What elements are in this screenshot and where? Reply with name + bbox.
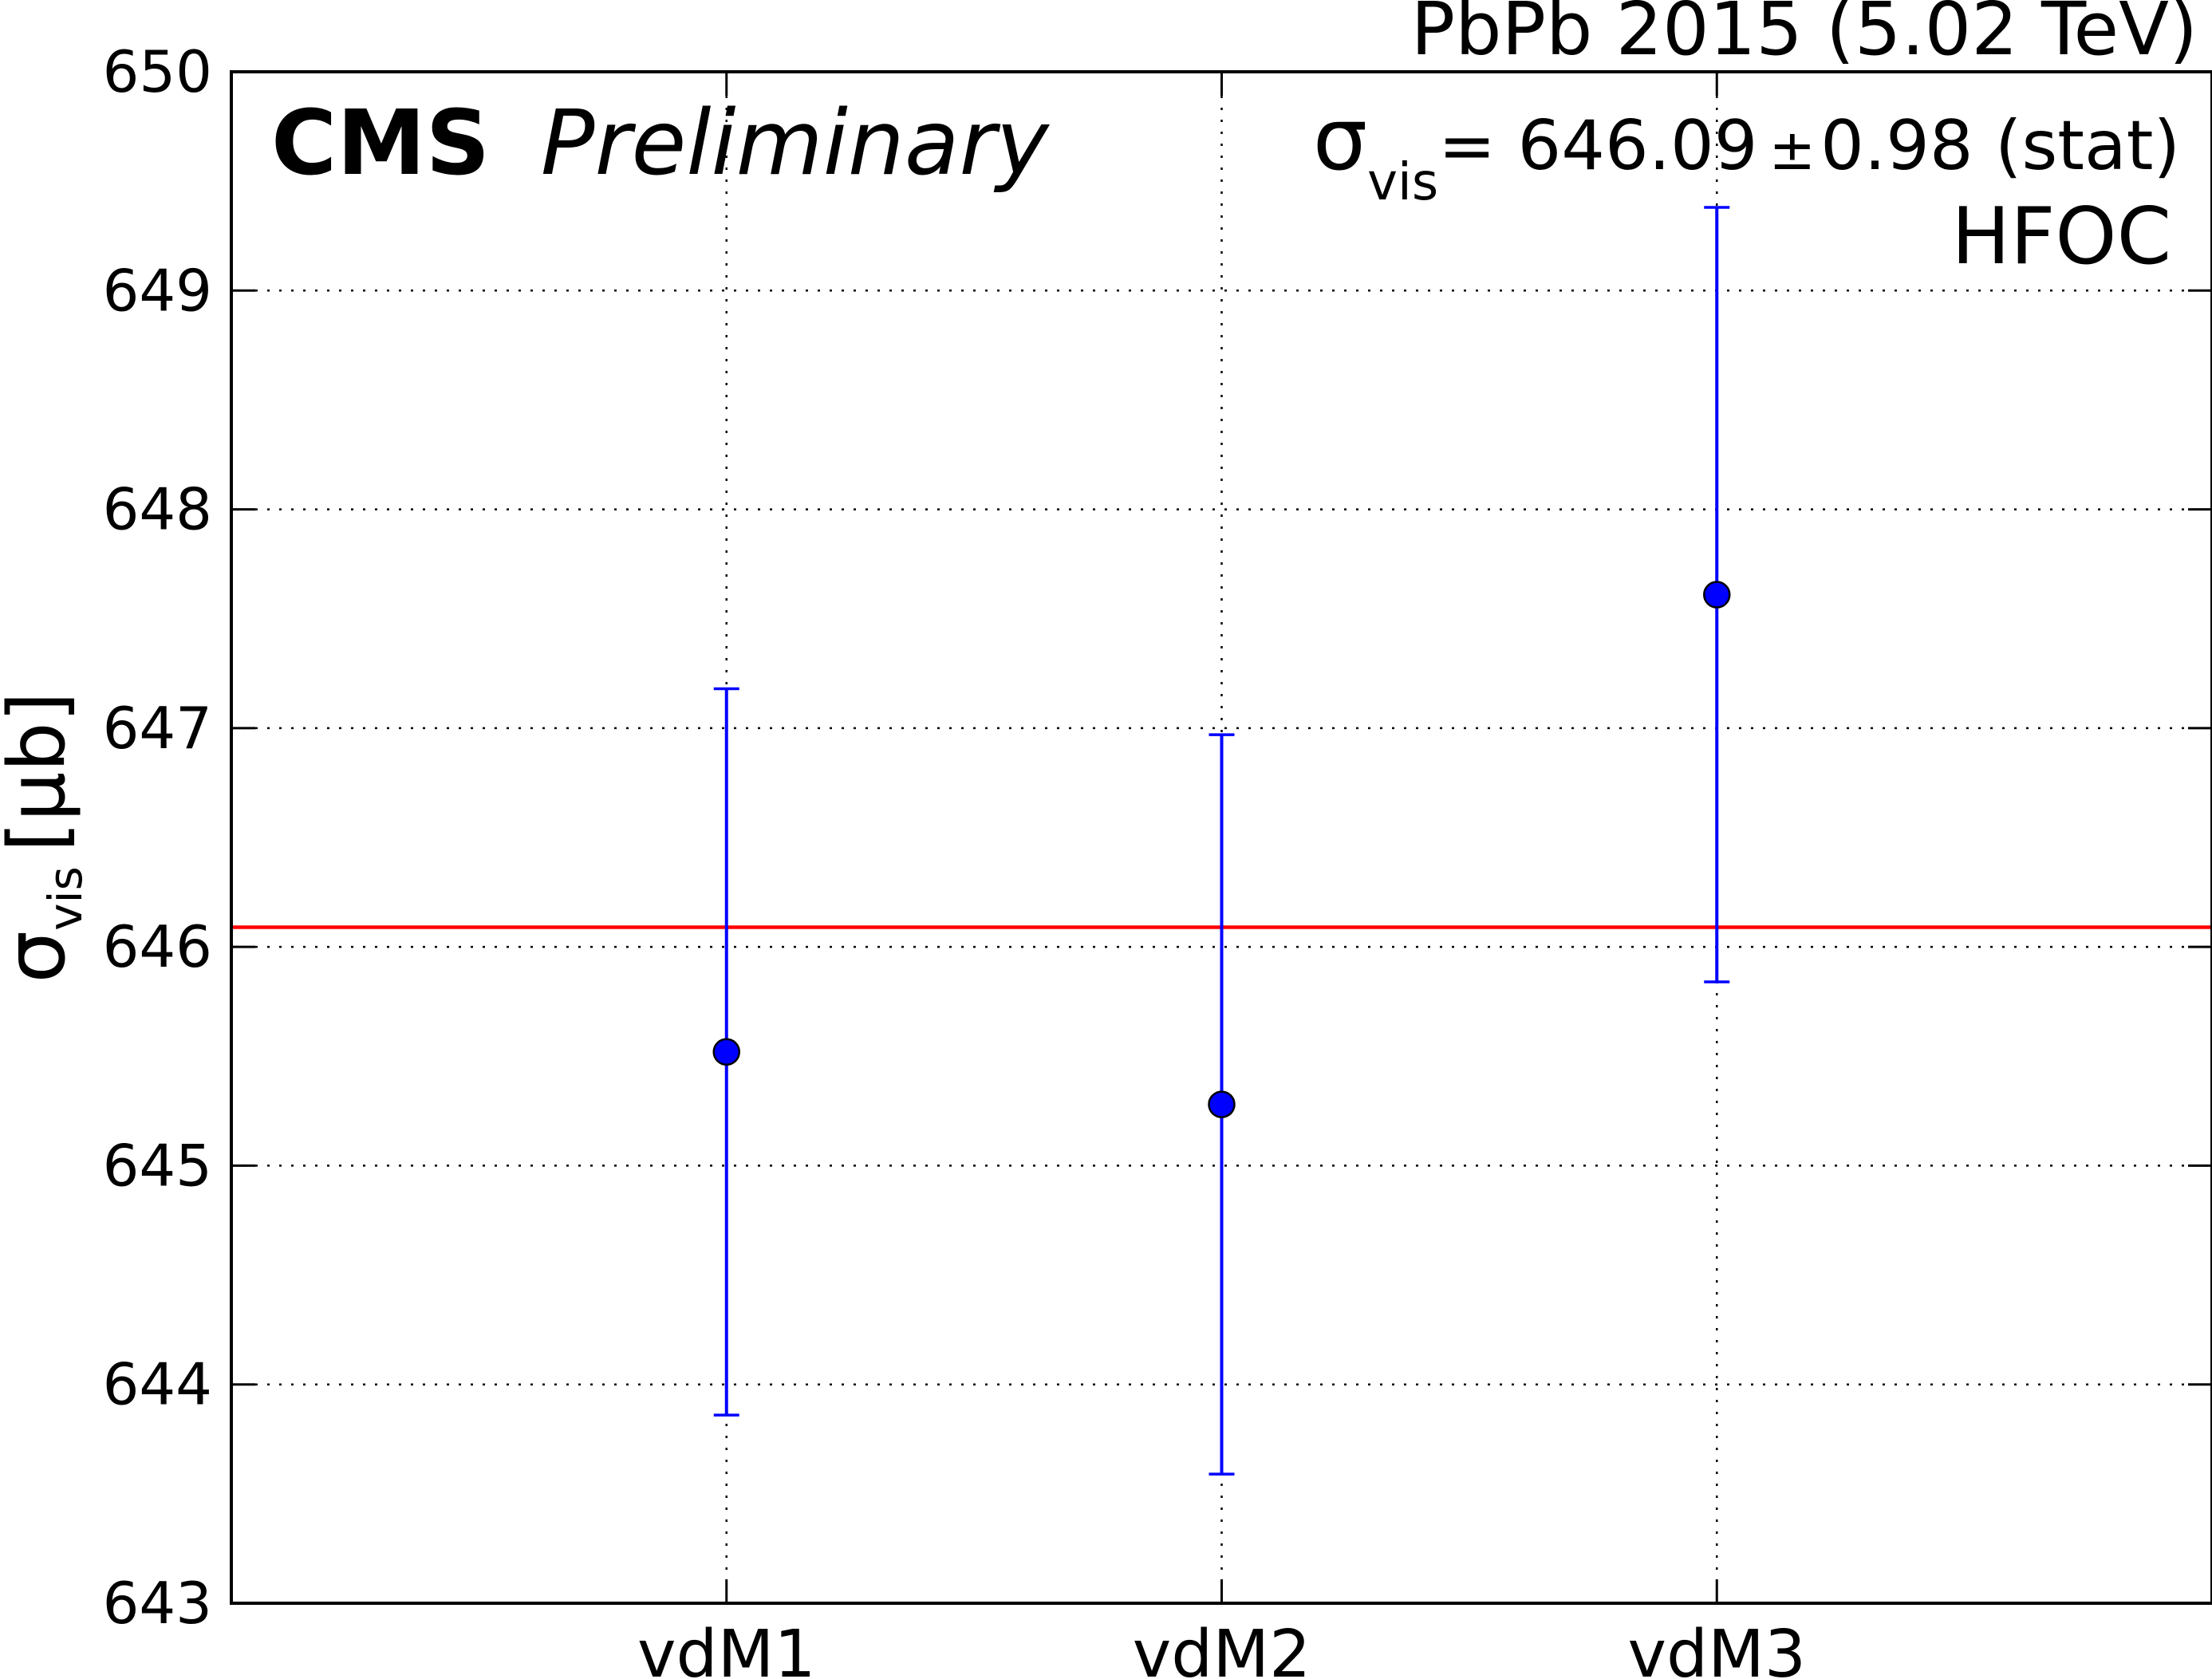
x-tick-label: vdM1	[637, 1617, 816, 1679]
x-tick-label: vdM2	[1133, 1617, 1311, 1679]
cms-label: CMS	[271, 92, 490, 195]
chart-title: PbPb 2015 (5.02 TeV)	[1411, 0, 2198, 72]
y-axis: 643 644 645 646 647 648 649 650	[103, 38, 2212, 1637]
data-point	[712, 1038, 740, 1066]
fit-sigma-subscript: vis	[1367, 153, 1438, 212]
y-tick-label: 643	[103, 1570, 212, 1637]
data-layer	[231, 206, 2212, 1476]
y-axis-unit: [μb]	[0, 692, 83, 852]
fit-error: 0.98 (stat)	[1820, 106, 2180, 186]
fit-sigma-symbol: σ	[1313, 90, 1367, 190]
y-tick-label: 645	[103, 1132, 212, 1199]
x-axis: vdM1 vdM2 vdM3	[637, 72, 1806, 1679]
preliminary-label: Preliminary	[541, 92, 1051, 195]
fit-pm-symbol: ±	[1768, 117, 1816, 183]
y-tick-label: 647	[103, 695, 212, 762]
y-axis-sigma: σ	[0, 931, 84, 983]
data-point	[1703, 581, 1731, 609]
y-tick-label: 644	[103, 1351, 212, 1418]
y-tick-label: 648	[103, 476, 212, 543]
y-tick-label: 646	[103, 913, 212, 980]
y-axis-title: σvis [μb]	[0, 692, 93, 983]
x-tick-label: vdM3	[1628, 1617, 1807, 1679]
experiment-label: CMS Preliminary	[271, 92, 1051, 195]
detector-label: HFOC	[1951, 191, 2171, 282]
fit-result-label: σvis= 646.09 ±0.98 (stat)	[1313, 90, 2180, 212]
fit-value: = 646.09	[1438, 106, 1757, 186]
y-tick-label: 649	[103, 257, 212, 324]
y-axis-subscript: vis	[38, 866, 93, 931]
y-tick-label: 650	[103, 38, 212, 105]
data-point	[1208, 1090, 1236, 1118]
